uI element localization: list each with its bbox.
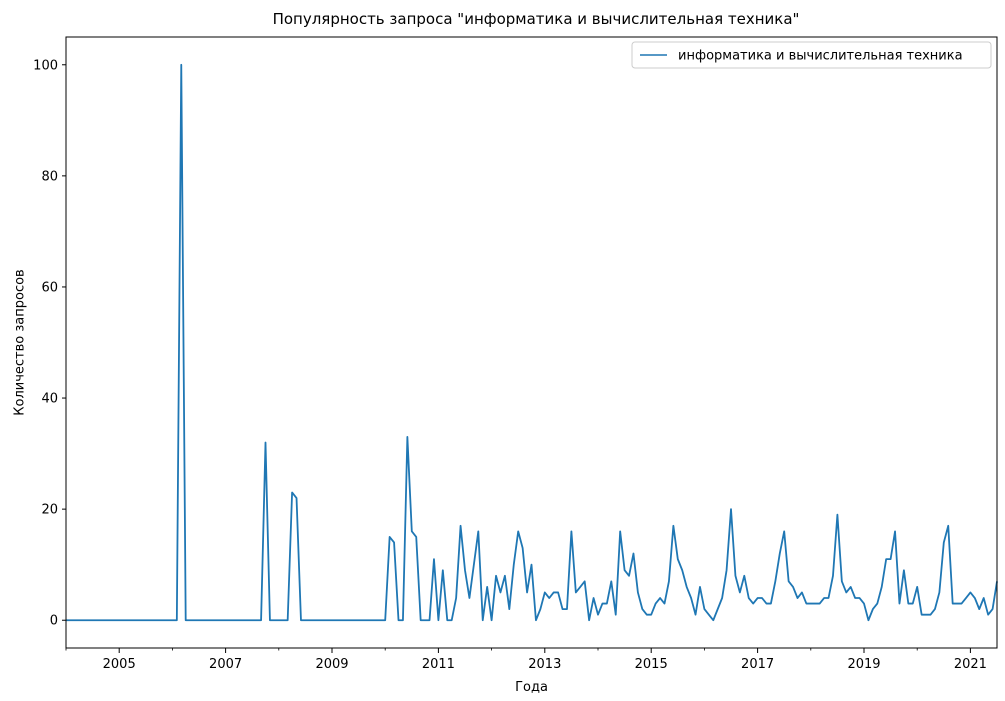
x-tick-label: 2021 bbox=[954, 657, 987, 672]
x-tick-label: 2015 bbox=[635, 657, 668, 672]
y-tick-label: 100 bbox=[33, 58, 58, 73]
plot-area bbox=[66, 63, 998, 622]
legend-entry-label: информатика и вычислительная техника bbox=[678, 49, 963, 64]
x-tick-label: 2005 bbox=[103, 657, 136, 672]
y-tick-label: 0 bbox=[50, 614, 58, 629]
y-tick-label: 20 bbox=[41, 503, 58, 518]
x-tick-label: 2011 bbox=[422, 657, 455, 672]
x-tick-label: 2013 bbox=[528, 657, 561, 672]
x-tick-label: 2017 bbox=[741, 657, 774, 672]
x-tick-label: 2009 bbox=[315, 657, 348, 672]
plot-frame bbox=[65, 36, 998, 649]
y-tick-label: 80 bbox=[41, 169, 58, 184]
y-tick-label: 60 bbox=[41, 280, 58, 295]
x-axis-title: Года bbox=[515, 680, 548, 695]
legend: информатика и вычислительная техника bbox=[631, 41, 992, 69]
y-tick-label: 40 bbox=[41, 392, 58, 407]
x-tick-label: 2019 bbox=[847, 657, 880, 672]
chart-title: Популярность запроса "информатика и вычи… bbox=[273, 10, 800, 28]
y-axis-title: Количество запросов bbox=[13, 269, 28, 415]
x-tick-label: 2007 bbox=[209, 657, 242, 672]
series-line-0 bbox=[66, 63, 998, 622]
ticks-layer: 0 20 40 60 80 100 2005 2007 2009 2011 2013 2015 2017… bbox=[33, 58, 987, 672]
legend-box bbox=[631, 41, 992, 69]
